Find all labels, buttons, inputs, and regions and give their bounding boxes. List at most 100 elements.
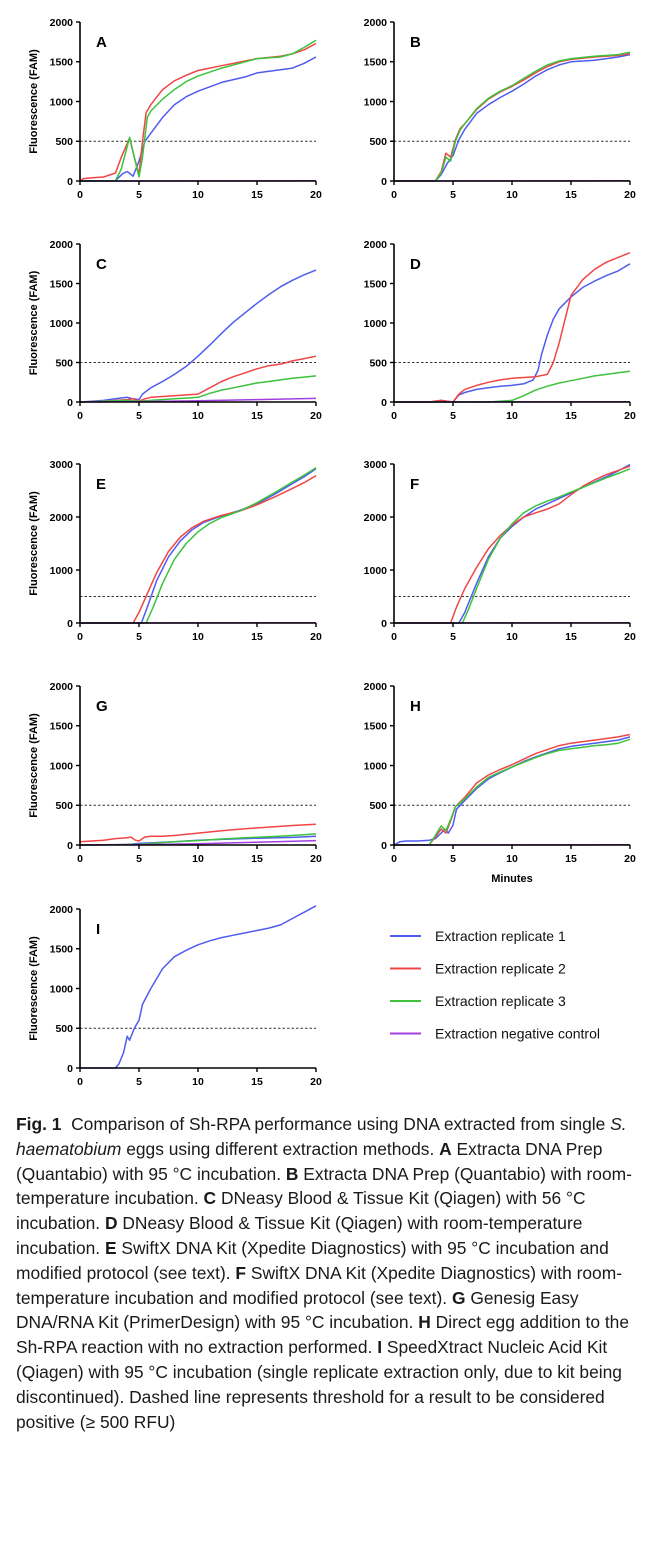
x-tick-label: 15 xyxy=(251,1076,263,1088)
panel-letter: C xyxy=(96,256,107,273)
x-tick-label: 0 xyxy=(391,853,397,865)
y-tick-label: 0 xyxy=(381,176,387,188)
x-tick-label: 0 xyxy=(77,410,83,422)
x-tick-label: 20 xyxy=(624,631,636,643)
panel-c: 0 500 1000 1500 2000 0 5 10 15 20 Fluorescence (FA… xyxy=(28,239,322,422)
series-line-3 xyxy=(80,467,317,624)
y-tick-label: 1500 xyxy=(50,57,74,69)
x-tick-label: 10 xyxy=(506,853,518,865)
caption-intro-2: eggs using different extraction methods. xyxy=(126,1138,435,1159)
panel-b: 0 500 1000 1500 2000 0 5 10 15 20 B xyxy=(364,17,636,201)
panel-letter: D xyxy=(410,256,421,273)
y-tick-label: 1000 xyxy=(50,96,74,108)
y-tick-label: 2000 xyxy=(50,512,74,524)
y-tick-label: 2000 xyxy=(50,904,74,916)
y-tick-label: 2000 xyxy=(364,17,388,29)
panel-letter: B xyxy=(410,34,421,51)
x-tick-label: 5 xyxy=(136,853,142,865)
y-tick-label: 0 xyxy=(67,1063,73,1075)
panel-letter: H xyxy=(410,698,421,715)
figure-caption: Fig. 1 Comparison of Sh-RPA performance … xyxy=(16,1112,644,1434)
x-tick-label: 5 xyxy=(136,410,142,422)
y-axis-label: Fluorescence (FAM) xyxy=(28,270,40,375)
x-tick-label: 20 xyxy=(310,189,322,201)
caption-item-letter: F xyxy=(235,1262,247,1283)
caption-item-text: Direct egg addition to the Sh-RPA reacti… xyxy=(16,1312,629,1358)
series-line-3 xyxy=(394,51,631,182)
series-line-1 xyxy=(394,263,631,403)
caption-item-text: DNeasy Blood & Tissue Kit (Qiagen) with … xyxy=(16,1188,586,1234)
caption-item-text: Genesig Easy DNA/RNA Kit (PrimerDesign) … xyxy=(16,1287,579,1333)
y-tick-label: 500 xyxy=(55,800,73,812)
panel-letter: I xyxy=(96,921,100,938)
caption-item-letter: D xyxy=(104,1213,118,1234)
x-tick-label: 0 xyxy=(77,189,83,201)
x-tick-label: 0 xyxy=(77,1076,83,1088)
x-tick-label: 0 xyxy=(391,631,397,643)
x-tick-label: 5 xyxy=(450,853,456,865)
y-tick-label: 1500 xyxy=(364,57,388,69)
legend-label: Extraction replicate 1 xyxy=(435,928,566,944)
caption-item-letter: A xyxy=(439,1138,452,1159)
panel-letter: A xyxy=(96,34,107,51)
figure: 0 500 1000 1500 2000 0 5 10 15 20 Fluorescence (FA… xyxy=(28,17,636,1088)
x-tick-label: 15 xyxy=(251,189,263,201)
y-tick-label: 0 xyxy=(381,840,387,852)
y-tick-label: 0 xyxy=(67,176,73,188)
y-tick-label: 2000 xyxy=(364,681,388,693)
y-tick-label: 2000 xyxy=(50,239,74,251)
caption-item-letter: I xyxy=(377,1337,383,1358)
series-line-3 xyxy=(393,738,631,846)
y-tick-label: 1500 xyxy=(364,721,388,733)
panel-h: 0 500 1000 1500 2000 0 5 10 15 20 Minutes H xyxy=(364,681,636,885)
y-tick-label: 500 xyxy=(55,357,73,369)
series-line-2 xyxy=(394,465,631,624)
legend-label: Extraction replicate 2 xyxy=(435,961,566,977)
series-line-1 xyxy=(394,463,631,624)
caption-item-text: SpeedXtract Nucleic Acid Kit (Qiagen) wi… xyxy=(16,1337,622,1407)
x-tick-label: 20 xyxy=(624,189,636,201)
x-tick-label: 5 xyxy=(450,410,456,422)
x-tick-label: 10 xyxy=(192,853,204,865)
caption-item-text: Extracta DNA Prep (Quantabio) with 95 °C… xyxy=(16,1138,603,1184)
series-line-1 xyxy=(79,56,317,182)
x-axis-label: Minutes xyxy=(491,873,533,885)
series-line-3 xyxy=(394,468,631,624)
x-tick-label: 15 xyxy=(565,189,577,201)
caption-items: A Extracta DNA Prep (Quantabio) with 95 … xyxy=(16,1139,632,1407)
x-tick-label: 10 xyxy=(192,410,204,422)
y-tick-label: 1000 xyxy=(50,983,74,995)
caption-item-letter: C xyxy=(203,1188,217,1209)
x-tick-label: 20 xyxy=(310,631,322,643)
caption-outro: Dashed line represents threshold for a r… xyxy=(16,1386,605,1432)
panel-d: 0 500 1000 1500 2000 0 5 10 15 20 D xyxy=(364,239,636,422)
x-tick-label: 15 xyxy=(565,853,577,865)
y-tick-label: 0 xyxy=(67,397,73,409)
series-line-2 xyxy=(80,475,317,624)
x-tick-label: 0 xyxy=(391,410,397,422)
y-tick-label: 500 xyxy=(369,136,387,148)
x-tick-label: 10 xyxy=(192,631,204,643)
caption-item-text: Extracta DNA Prep (Quantabio) with room-… xyxy=(16,1163,632,1209)
y-tick-label: 500 xyxy=(55,1023,73,1035)
y-tick-label: 2000 xyxy=(364,239,388,251)
y-tick-label: 0 xyxy=(381,397,387,409)
y-tick-label: 500 xyxy=(55,136,73,148)
y-tick-label: 2000 xyxy=(364,512,388,524)
caption-item-text: DNeasy Blood & Tissue Kit (Qiagen) with … xyxy=(16,1213,583,1258)
series-line-2 xyxy=(79,42,317,182)
y-tick-label: 1000 xyxy=(364,565,388,577)
x-tick-label: 10 xyxy=(192,1076,204,1088)
panel-f: 0 1000 2000 3000 0 5 10 15 20 F xyxy=(364,459,636,643)
x-tick-label: 15 xyxy=(565,631,577,643)
series-line-1 xyxy=(394,53,631,182)
caption-item-letter: E xyxy=(104,1237,117,1258)
x-tick-label: 10 xyxy=(506,189,518,201)
y-tick-label: 1500 xyxy=(50,278,74,290)
caption-item-letter: B xyxy=(285,1163,299,1184)
x-tick-label: 0 xyxy=(77,853,83,865)
y-tick-label: 2000 xyxy=(50,17,74,29)
series-line-3 xyxy=(79,39,317,182)
